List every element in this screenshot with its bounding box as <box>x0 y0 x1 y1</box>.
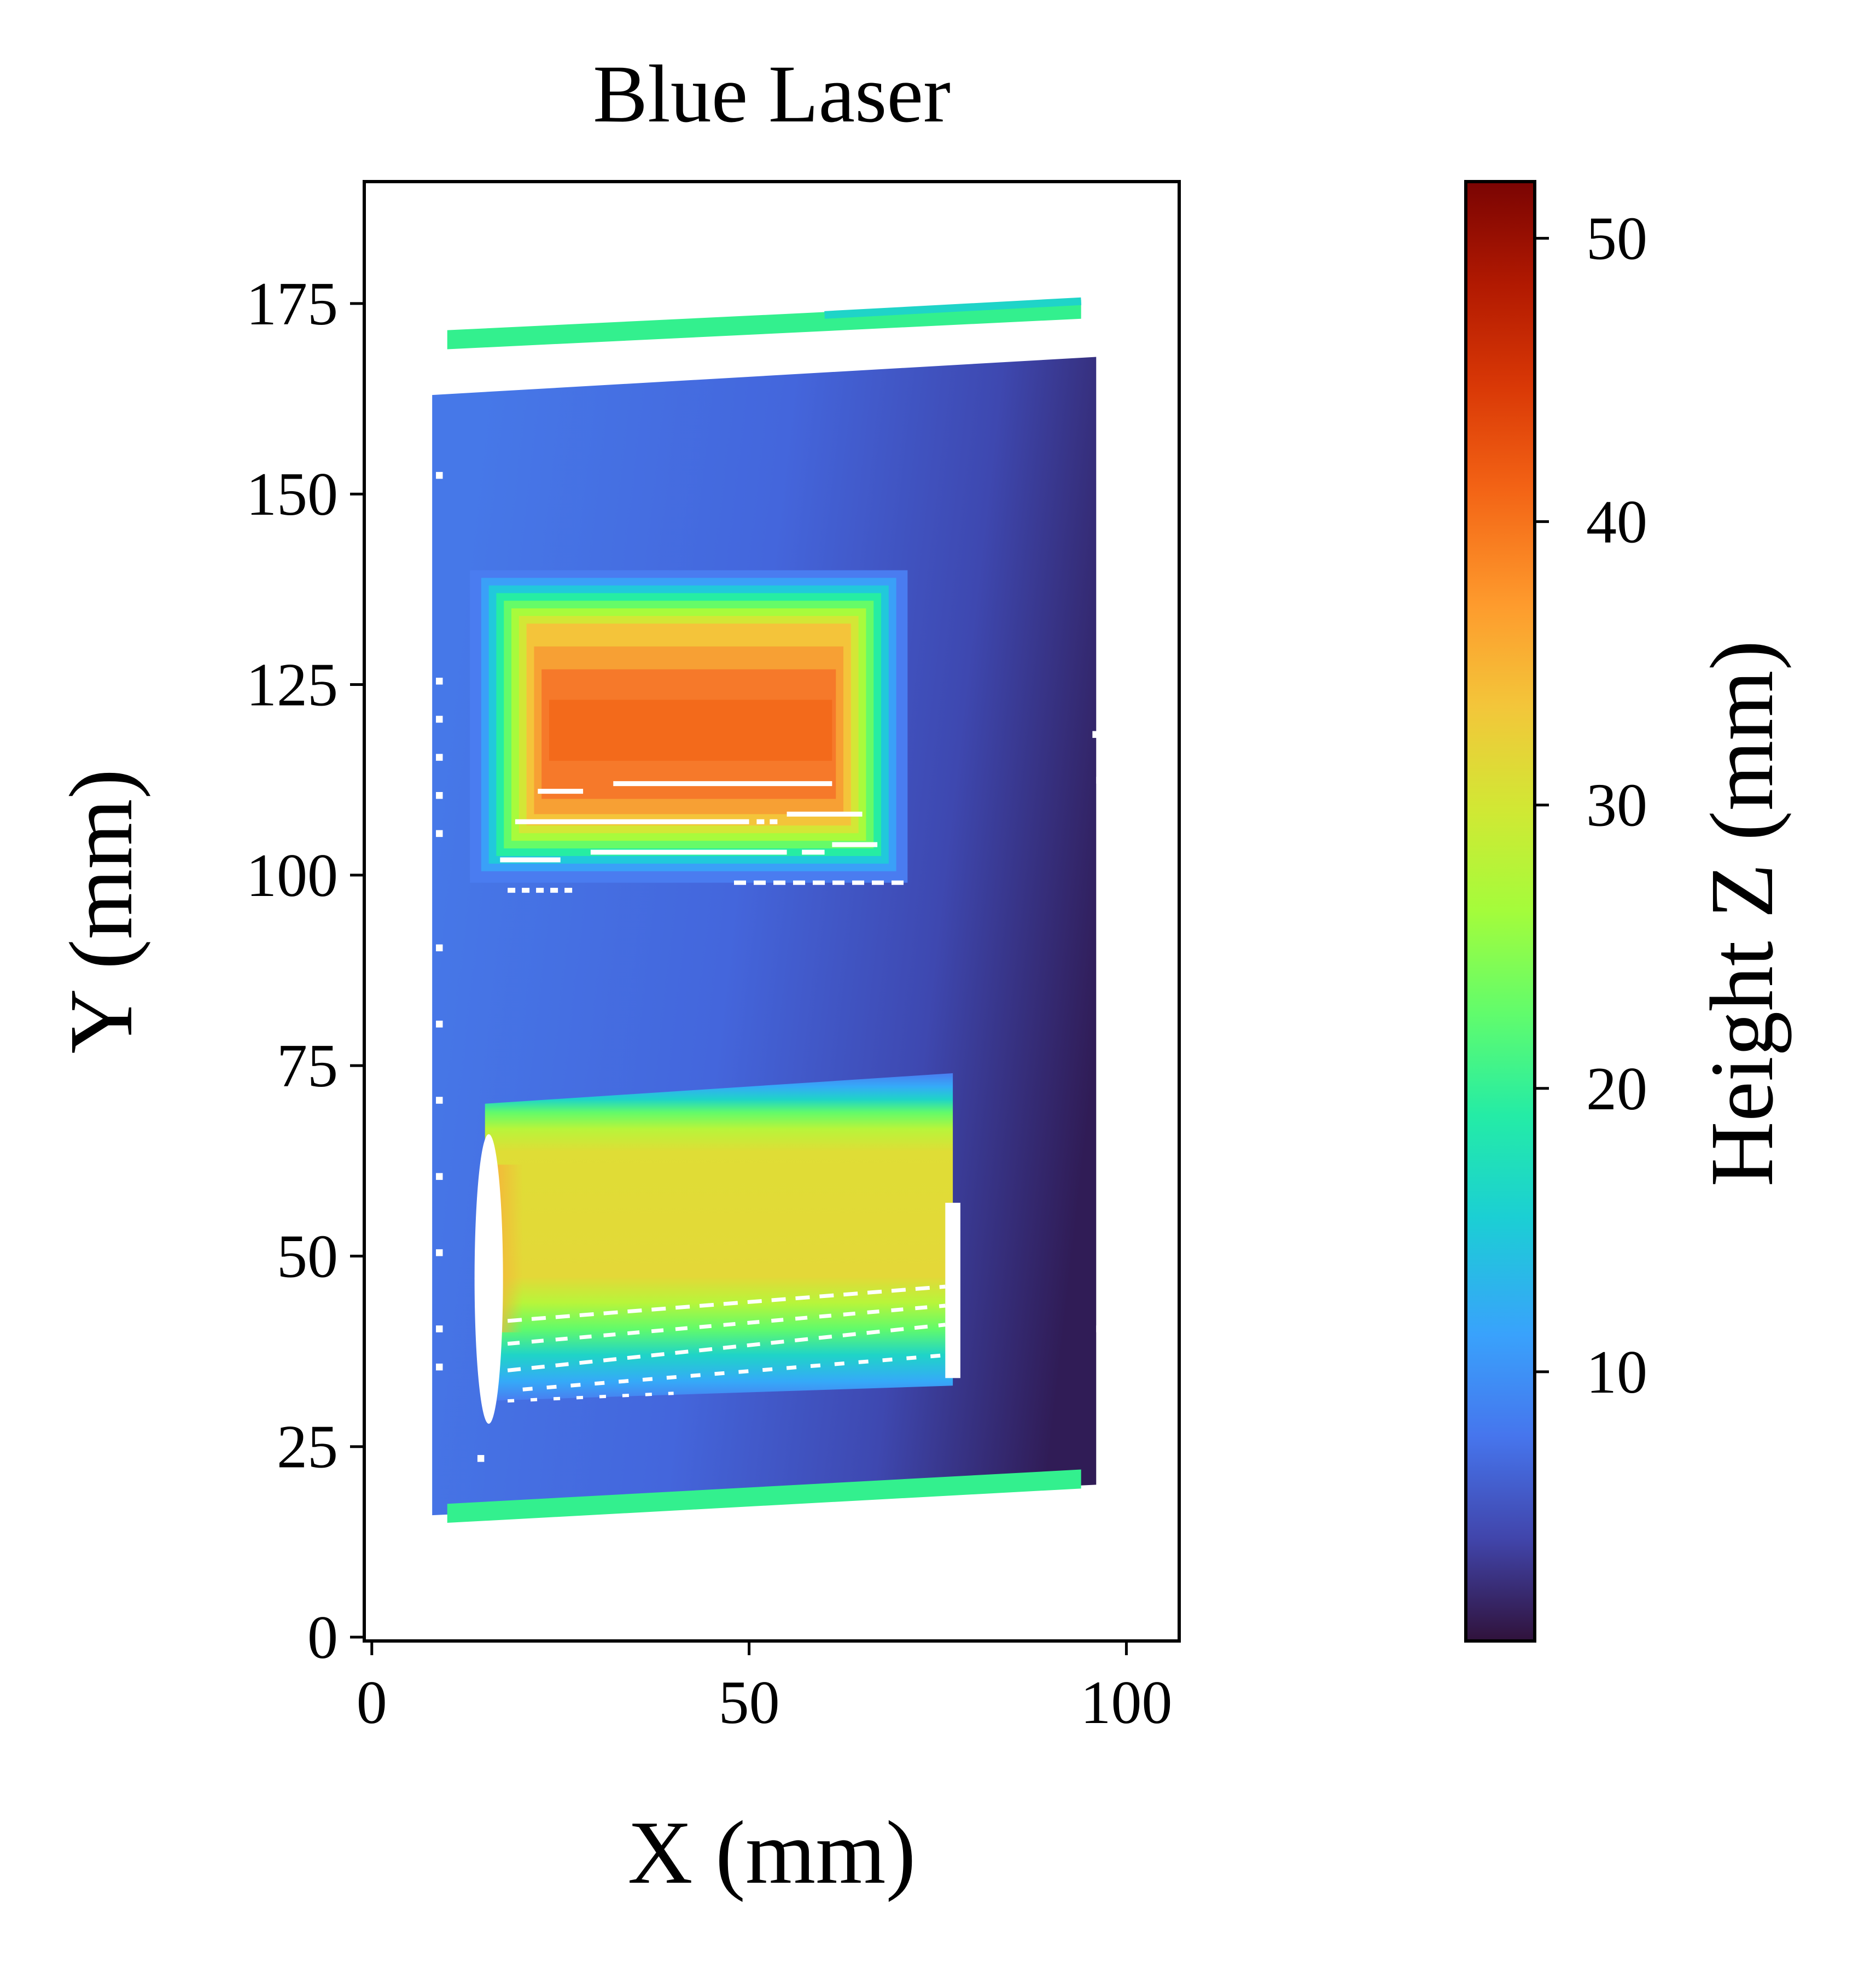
upper-block-band-10 <box>549 700 832 761</box>
dropout-speck <box>1092 731 1099 738</box>
dropout-speck <box>436 715 443 723</box>
dropout <box>507 1303 946 1346</box>
dropout-speck <box>1100 1386 1107 1394</box>
colorbar-tick-label: 40 <box>1586 488 1647 556</box>
dropout-speck <box>436 1097 443 1104</box>
dropout-speck <box>1096 777 1103 784</box>
y-tick-label: 50 <box>277 1223 338 1290</box>
dropout-speck <box>436 791 443 799</box>
lower-block-shadow-gap <box>474 1134 503 1424</box>
x-tick-label: 100 <box>1080 1669 1172 1737</box>
lower-block <box>485 1073 953 1401</box>
dropout-speck <box>436 677 443 685</box>
y-tick-label: 25 <box>277 1413 338 1481</box>
chart-title: Blue Laser <box>593 49 951 139</box>
dropout-speck <box>436 1325 443 1332</box>
y-axis-ticks: 0 25 50 75 100 125 150 175 <box>246 270 364 1672</box>
dropout <box>507 1392 674 1403</box>
x-axis-label: X (mm) <box>628 1802 916 1902</box>
colorbar-tick-label: 50 <box>1586 205 1647 273</box>
colorbar <box>1464 180 1536 1643</box>
bottom-edge-strip <box>447 1469 1081 1523</box>
dropout <box>507 1323 946 1372</box>
x-tick-label: 0 <box>357 1669 387 1737</box>
colorbar-ticks: 10 20 30 40 50 <box>1535 205 1647 1406</box>
lower-block-right-gap <box>945 1202 960 1378</box>
dropout-speck <box>1096 1325 1103 1332</box>
x-axis-ticks: 0 50 100 <box>357 1641 1172 1737</box>
y-tick-label: 175 <box>246 270 338 338</box>
y-tick-label: 150 <box>246 461 338 528</box>
colorbar-tick-label: 10 <box>1586 1338 1647 1406</box>
dropout-speck <box>477 1455 485 1462</box>
x-tick-label: 50 <box>719 1669 780 1737</box>
dropout <box>507 1284 946 1323</box>
dropout-speck <box>436 1249 443 1256</box>
dropout-speck <box>436 1173 443 1180</box>
colorbar-label: Height Z (mm) <box>1692 641 1792 1187</box>
dropout-speck <box>436 754 443 761</box>
colorbar-tick-label: 20 <box>1586 1055 1647 1123</box>
colorbar-tick-label: 30 <box>1586 772 1647 840</box>
dropout-speck <box>436 1020 443 1028</box>
y-tick-label: 75 <box>277 1032 338 1100</box>
dropout-speck <box>436 1363 443 1371</box>
heatmap-image <box>432 297 1107 1523</box>
chart-title-text: Blue Laser <box>593 49 951 139</box>
y-tick-label: 0 <box>307 1604 338 1672</box>
dropout-speck <box>436 944 443 952</box>
top-edge-strip-tail <box>824 297 1082 319</box>
y-tick-label: 100 <box>246 842 338 910</box>
dropout-speck <box>436 830 443 837</box>
y-axis-label: Y (mm) <box>51 769 151 1054</box>
axes-frame <box>363 180 1181 1643</box>
dropout-speck <box>436 472 443 479</box>
y-tick-label: 125 <box>246 651 338 719</box>
